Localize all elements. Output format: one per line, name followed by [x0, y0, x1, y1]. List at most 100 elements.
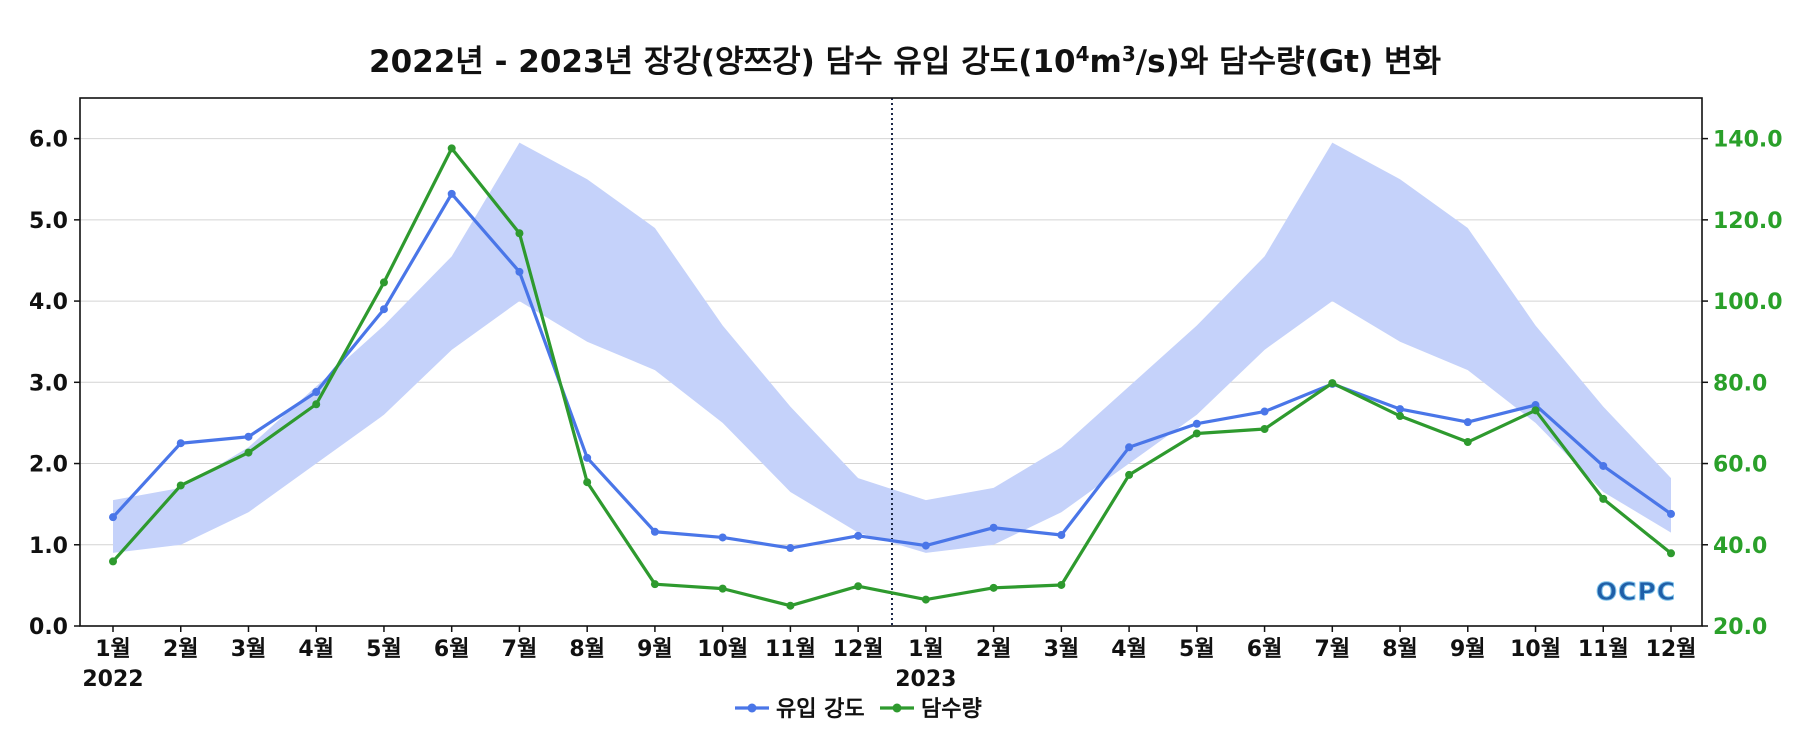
x-axis-tick-label: 8월: [569, 637, 605, 662]
x-axis-tick-label: 11월: [1578, 637, 1629, 662]
data-point: [447, 189, 456, 198]
x-axis-year-label: 2022: [82, 667, 143, 692]
data-point: [718, 533, 727, 542]
x-axis-tick-label: 7월: [1315, 637, 1351, 662]
x-axis-tick-label: 8월: [1382, 637, 1418, 662]
data-point: [786, 544, 795, 553]
data-point: [1599, 461, 1608, 470]
data-point: [1667, 549, 1675, 558]
x-axis-tick-label: 5월: [1179, 637, 1215, 662]
data-point: [1260, 425, 1269, 434]
left-axis-tick-label: 6.0: [29, 128, 68, 153]
right-axis-tick-label: 40.0: [1713, 534, 1767, 559]
ocpc-logo: OCPC: [1596, 577, 1676, 606]
data-point: [1057, 580, 1066, 589]
left-axis-tick-label: 1.0: [29, 534, 68, 559]
x-axis-tick-label: 3월: [231, 637, 267, 662]
legend-label: 유입 강도: [776, 697, 865, 722]
right-axis-tick-label: 100.0: [1713, 290, 1783, 315]
right-axis-tick-label: 20.0: [1713, 615, 1767, 640]
data-point: [312, 400, 321, 409]
series-line-1: [111, 192, 1672, 550]
data-point: [921, 595, 930, 604]
x-axis-tick-label: 4월: [298, 637, 334, 662]
data-point: [244, 432, 253, 441]
data-point: [1396, 405, 1405, 414]
x-axis-tick-label: 12월: [1646, 637, 1697, 662]
x-axis-tick-label: 2월: [163, 637, 199, 662]
x-axis-year-label: 2023: [895, 667, 956, 692]
data-point: [1463, 438, 1472, 447]
data-point: [109, 513, 117, 522]
data-point: [1260, 407, 1269, 416]
data-point: [650, 527, 659, 536]
chart-title-part: m: [1090, 44, 1122, 80]
data-point: [718, 584, 727, 593]
data-point: [650, 580, 659, 589]
chart-title-part: /s)와 담수량(Gt) 변화: [1136, 44, 1442, 80]
x-axis-tick-label: 1월: [908, 637, 944, 662]
data-point: [109, 557, 117, 566]
right-axis-tick-label: 140.0: [1713, 128, 1783, 153]
data-point: [1531, 406, 1540, 415]
data-point: [1667, 509, 1675, 518]
data-point: [1599, 494, 1608, 503]
data-point: [786, 601, 795, 610]
series-line-2: [111, 146, 1673, 608]
data-point: [176, 481, 185, 490]
chart-title-superscript: 4: [1076, 42, 1090, 66]
x-axis-tick-label: 7월: [502, 637, 538, 662]
x-axis-tick-label: 5월: [366, 637, 402, 662]
x-axis-tick-label: 9월: [637, 637, 673, 662]
x-axis-tick-label: 6월: [434, 637, 470, 662]
x-axis-tick-label: 6월: [1247, 637, 1283, 662]
chart-title: 2022년 - 2023년 장강(양쯔강) 담수 유입 강도(104m3/s)와…: [369, 42, 1441, 80]
data-point: [583, 478, 592, 487]
left-axis-tick-label: 5.0: [29, 209, 68, 234]
climatology-band-layer: [113, 142, 1671, 553]
chart-title-superscript: 3: [1122, 42, 1136, 66]
data-point: [515, 229, 524, 238]
data-point: [921, 541, 930, 550]
data-point: [1125, 443, 1134, 452]
legend-label: 담수량: [921, 697, 982, 722]
data-point: [1463, 418, 1472, 427]
x-axis-tick-label: 9월: [1450, 637, 1486, 662]
data-point: [244, 448, 253, 457]
data-point: [1328, 379, 1337, 388]
right-axis-tick-label: 60.0: [1713, 453, 1767, 478]
x-axis-tick-label: 3월: [1044, 637, 1080, 662]
left-axis-tick-label: 2.0: [29, 453, 68, 478]
right-axis-tick-label: 80.0: [1713, 371, 1767, 396]
right-axis-tick-label: 120.0: [1713, 209, 1783, 234]
data-point: [312, 388, 321, 397]
data-point: [854, 531, 863, 540]
x-axis-tick-label: 11월: [765, 637, 816, 662]
data-point: [447, 144, 456, 153]
series-layer: [109, 144, 1675, 610]
data-point: [583, 453, 592, 462]
left-axis-tick-label: 4.0: [29, 290, 68, 315]
left-axis-tick-label: 0.0: [29, 615, 68, 640]
chart-title-part: 2022년 - 2023년 장강(양쯔강) 담수 유입 강도(10: [369, 44, 1076, 80]
legend-swatch-marker: [747, 703, 757, 713]
data-point: [515, 267, 524, 276]
data-point: [379, 305, 388, 314]
data-point: [989, 523, 998, 532]
data-point: [1192, 429, 1201, 438]
axes-layer: 0.0 1.0 2.0 3.0 4.0 5.0 6.0 20.0 40.0 60.0 80.0 100…: [29, 128, 1783, 692]
plot-frame: [79, 97, 1703, 627]
data-point: [854, 582, 863, 591]
data-point: [1396, 412, 1405, 421]
data-point: [989, 583, 998, 592]
x-axis-tick-label: 10월: [1510, 637, 1561, 662]
legend: 유입 강도 담수량: [735, 697, 982, 722]
data-point: [379, 278, 388, 287]
legend-swatch-marker: [892, 703, 902, 713]
data-point: [1125, 470, 1134, 479]
x-axis-tick-label: 12월: [833, 637, 884, 662]
x-axis-tick-label: 2월: [976, 637, 1012, 662]
climatology-range-band: [113, 142, 1671, 553]
